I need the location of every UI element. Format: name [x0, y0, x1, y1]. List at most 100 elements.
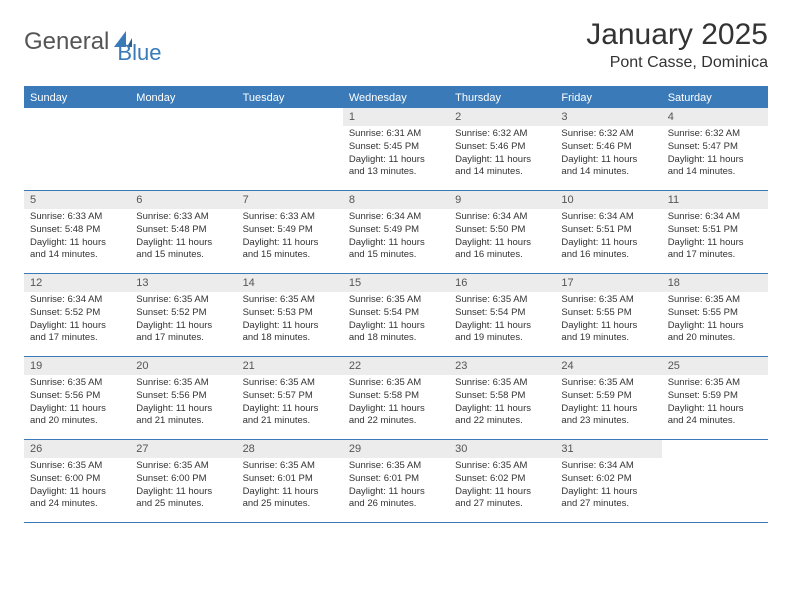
- calendar-cell: 9Sunrise: 6:34 AMSunset: 5:50 PMDaylight…: [449, 191, 555, 273]
- calendar-cell: 21Sunrise: 6:35 AMSunset: 5:57 PMDayligh…: [237, 357, 343, 439]
- calendar-cell: 31Sunrise: 6:34 AMSunset: 6:02 PMDayligh…: [555, 440, 661, 522]
- day-body: Sunrise: 6:34 AMSunset: 5:51 PMDaylight:…: [555, 209, 661, 266]
- day-number: 14: [237, 274, 343, 292]
- day-number: 26: [24, 440, 130, 458]
- day-number: 23: [449, 357, 555, 375]
- calendar-cell: 11Sunrise: 6:34 AMSunset: 5:51 PMDayligh…: [662, 191, 768, 273]
- calendar-cell: 12Sunrise: 6:34 AMSunset: 5:52 PMDayligh…: [24, 274, 130, 356]
- logo-text-blue: Blue: [117, 40, 161, 66]
- day-body: Sunrise: 6:35 AMSunset: 6:00 PMDaylight:…: [24, 458, 130, 515]
- day-number: 8: [343, 191, 449, 209]
- calendar-cell: 25Sunrise: 6:35 AMSunset: 5:59 PMDayligh…: [662, 357, 768, 439]
- day-body: Sunrise: 6:35 AMSunset: 5:57 PMDaylight:…: [237, 375, 343, 432]
- day-number: 10: [555, 191, 661, 209]
- day-header: Tuesday: [237, 88, 343, 108]
- calendar-cell: [24, 108, 130, 190]
- day-number: 19: [24, 357, 130, 375]
- day-number: 28: [237, 440, 343, 458]
- calendar-cell: 15Sunrise: 6:35 AMSunset: 5:54 PMDayligh…: [343, 274, 449, 356]
- day-body: Sunrise: 6:35 AMSunset: 5:54 PMDaylight:…: [343, 292, 449, 349]
- calendar-cell: 5Sunrise: 6:33 AMSunset: 5:48 PMDaylight…: [24, 191, 130, 273]
- day-number: 17: [555, 274, 661, 292]
- day-number: 2: [449, 108, 555, 126]
- day-number: 25: [662, 357, 768, 375]
- day-body: Sunrise: 6:34 AMSunset: 5:50 PMDaylight:…: [449, 209, 555, 266]
- day-number: 24: [555, 357, 661, 375]
- day-body: Sunrise: 6:34 AMSunset: 5:51 PMDaylight:…: [662, 209, 768, 266]
- calendar-cell: 2Sunrise: 6:32 AMSunset: 5:46 PMDaylight…: [449, 108, 555, 190]
- day-body: Sunrise: 6:35 AMSunset: 5:58 PMDaylight:…: [343, 375, 449, 432]
- day-body: Sunrise: 6:34 AMSunset: 6:02 PMDaylight:…: [555, 458, 661, 515]
- calendar-cell: 22Sunrise: 6:35 AMSunset: 5:58 PMDayligh…: [343, 357, 449, 439]
- day-body: Sunrise: 6:32 AMSunset: 5:46 PMDaylight:…: [449, 126, 555, 183]
- calendar-cell: 19Sunrise: 6:35 AMSunset: 5:56 PMDayligh…: [24, 357, 130, 439]
- day-body: Sunrise: 6:34 AMSunset: 5:49 PMDaylight:…: [343, 209, 449, 266]
- day-header: Wednesday: [343, 88, 449, 108]
- day-number: 7: [237, 191, 343, 209]
- calendar-cell: 1Sunrise: 6:31 AMSunset: 5:45 PMDaylight…: [343, 108, 449, 190]
- calendar-cell: 3Sunrise: 6:32 AMSunset: 5:46 PMDaylight…: [555, 108, 661, 190]
- day-headers-row: SundayMondayTuesdayWednesdayThursdayFrid…: [24, 88, 768, 108]
- calendar-cell: 18Sunrise: 6:35 AMSunset: 5:55 PMDayligh…: [662, 274, 768, 356]
- month-title: January 2025: [586, 18, 768, 52]
- calendar-cell: 10Sunrise: 6:34 AMSunset: 5:51 PMDayligh…: [555, 191, 661, 273]
- day-body: Sunrise: 6:31 AMSunset: 5:45 PMDaylight:…: [343, 126, 449, 183]
- day-number: 20: [130, 357, 236, 375]
- day-number: 4: [662, 108, 768, 126]
- day-body: Sunrise: 6:35 AMSunset: 5:55 PMDaylight:…: [662, 292, 768, 349]
- day-body: Sunrise: 6:35 AMSunset: 6:01 PMDaylight:…: [343, 458, 449, 515]
- calendar: SundayMondayTuesdayWednesdayThursdayFrid…: [24, 86, 768, 523]
- day-number: 6: [130, 191, 236, 209]
- day-body: Sunrise: 6:35 AMSunset: 5:58 PMDaylight:…: [449, 375, 555, 432]
- calendar-cell: 24Sunrise: 6:35 AMSunset: 5:59 PMDayligh…: [555, 357, 661, 439]
- day-number: 15: [343, 274, 449, 292]
- day-number-empty: [130, 108, 236, 126]
- day-number: 21: [237, 357, 343, 375]
- day-body: Sunrise: 6:35 AMSunset: 5:56 PMDaylight:…: [24, 375, 130, 432]
- calendar-cell: 30Sunrise: 6:35 AMSunset: 6:02 PMDayligh…: [449, 440, 555, 522]
- day-body: Sunrise: 6:35 AMSunset: 5:59 PMDaylight:…: [555, 375, 661, 432]
- day-body: Sunrise: 6:35 AMSunset: 5:56 PMDaylight:…: [130, 375, 236, 432]
- day-body: Sunrise: 6:32 AMSunset: 5:47 PMDaylight:…: [662, 126, 768, 183]
- calendar-cell: 14Sunrise: 6:35 AMSunset: 5:53 PMDayligh…: [237, 274, 343, 356]
- day-number: 11: [662, 191, 768, 209]
- calendar-cell: 28Sunrise: 6:35 AMSunset: 6:01 PMDayligh…: [237, 440, 343, 522]
- calendar-cell: 16Sunrise: 6:35 AMSunset: 5:54 PMDayligh…: [449, 274, 555, 356]
- day-header: Saturday: [662, 88, 768, 108]
- day-number-empty: [237, 108, 343, 126]
- day-number: 12: [24, 274, 130, 292]
- day-body: Sunrise: 6:33 AMSunset: 5:48 PMDaylight:…: [130, 209, 236, 266]
- day-body: Sunrise: 6:35 AMSunset: 5:54 PMDaylight:…: [449, 292, 555, 349]
- calendar-week: 5Sunrise: 6:33 AMSunset: 5:48 PMDaylight…: [24, 191, 768, 274]
- day-body: Sunrise: 6:35 AMSunset: 6:02 PMDaylight:…: [449, 458, 555, 515]
- calendar-body: 1Sunrise: 6:31 AMSunset: 5:45 PMDaylight…: [24, 108, 768, 523]
- day-body: Sunrise: 6:35 AMSunset: 5:52 PMDaylight:…: [130, 292, 236, 349]
- logo-text-general: General: [24, 28, 109, 56]
- day-number: 13: [130, 274, 236, 292]
- day-number: 30: [449, 440, 555, 458]
- title-block: January 2025 Pont Casse, Dominica: [586, 18, 768, 72]
- day-number: 3: [555, 108, 661, 126]
- day-header: Friday: [555, 88, 661, 108]
- calendar-cell: 8Sunrise: 6:34 AMSunset: 5:49 PMDaylight…: [343, 191, 449, 273]
- day-body: Sunrise: 6:33 AMSunset: 5:49 PMDaylight:…: [237, 209, 343, 266]
- day-number: 31: [555, 440, 661, 458]
- day-number: 9: [449, 191, 555, 209]
- day-number-empty: [24, 108, 130, 126]
- day-header: Thursday: [449, 88, 555, 108]
- day-number: 22: [343, 357, 449, 375]
- day-body: Sunrise: 6:34 AMSunset: 5:52 PMDaylight:…: [24, 292, 130, 349]
- calendar-cell: 6Sunrise: 6:33 AMSunset: 5:48 PMDaylight…: [130, 191, 236, 273]
- day-body: Sunrise: 6:32 AMSunset: 5:46 PMDaylight:…: [555, 126, 661, 183]
- day-number: 29: [343, 440, 449, 458]
- calendar-cell: 13Sunrise: 6:35 AMSunset: 5:52 PMDayligh…: [130, 274, 236, 356]
- day-body: Sunrise: 6:35 AMSunset: 5:55 PMDaylight:…: [555, 292, 661, 349]
- header: General Blue January 2025 Pont Casse, Do…: [0, 0, 792, 80]
- logo: General Blue: [24, 18, 161, 66]
- calendar-cell: 23Sunrise: 6:35 AMSunset: 5:58 PMDayligh…: [449, 357, 555, 439]
- calendar-cell: [662, 440, 768, 522]
- day-body: Sunrise: 6:35 AMSunset: 6:00 PMDaylight:…: [130, 458, 236, 515]
- location: Pont Casse, Dominica: [586, 54, 768, 72]
- day-body: Sunrise: 6:33 AMSunset: 5:48 PMDaylight:…: [24, 209, 130, 266]
- calendar-cell: 27Sunrise: 6:35 AMSunset: 6:00 PMDayligh…: [130, 440, 236, 522]
